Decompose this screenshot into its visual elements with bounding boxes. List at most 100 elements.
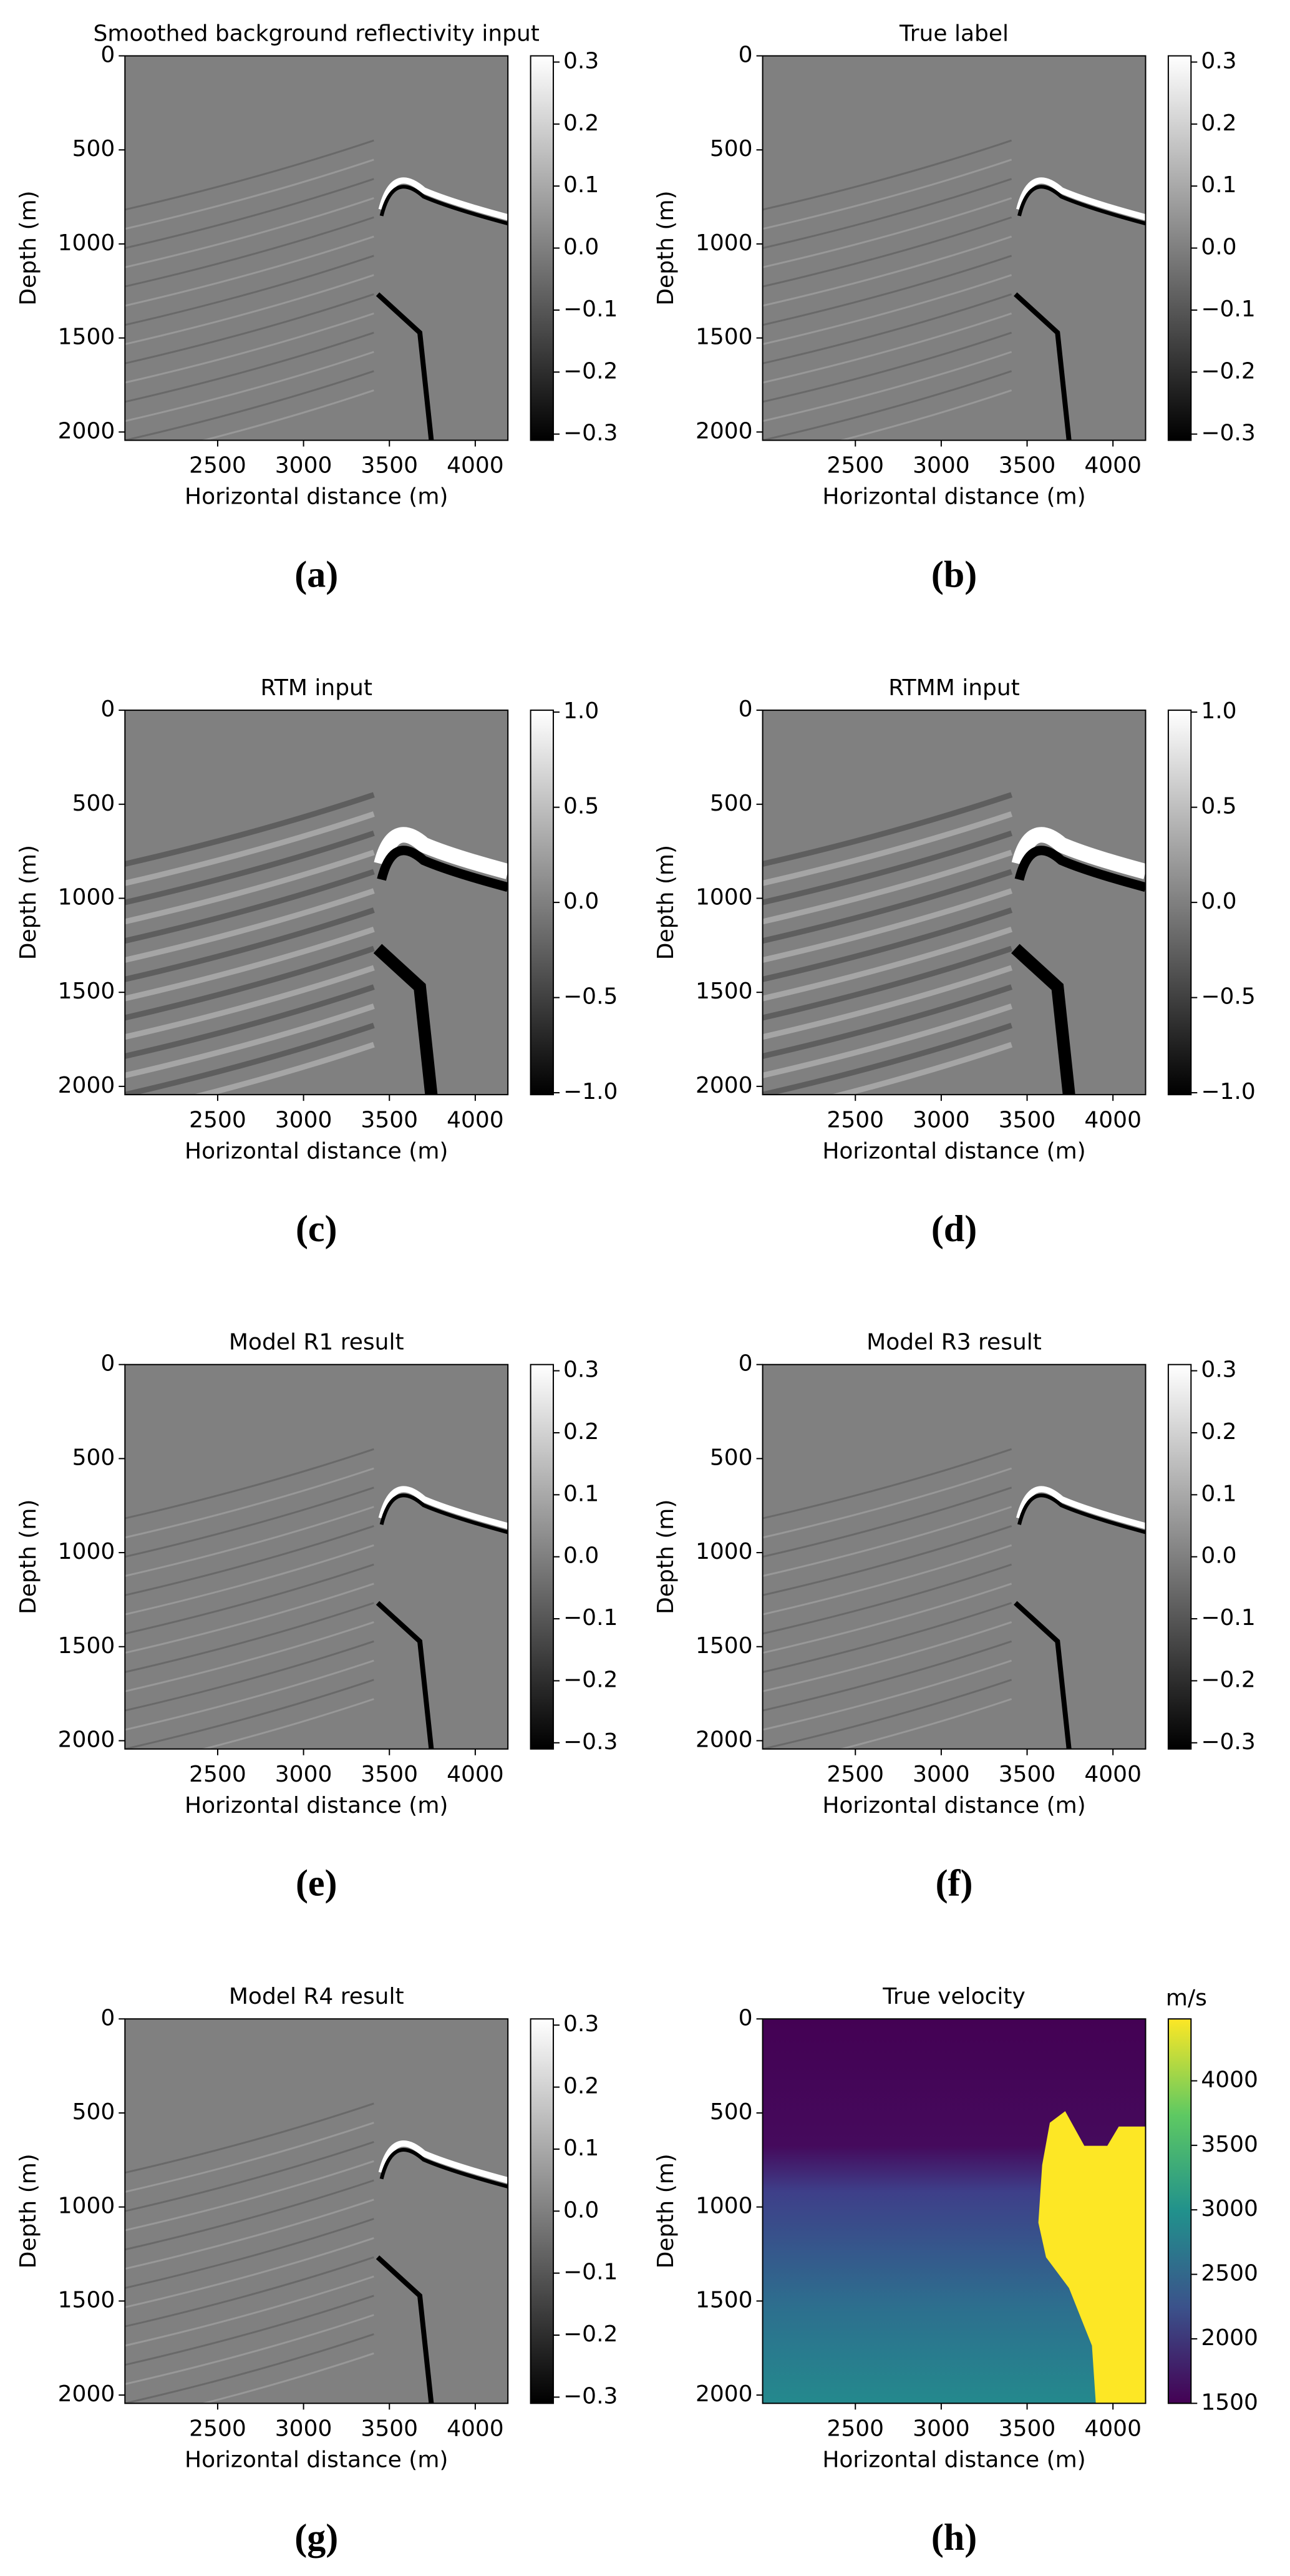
reflector: [762, 1583, 1012, 1654]
x-tick-label: 2500: [827, 1762, 884, 1787]
reflector: [762, 1003, 1013, 1078]
colorbar-tick-label: 0.1: [1201, 172, 1236, 198]
axes-frame: [124, 710, 509, 1096]
reflector: [762, 792, 1013, 867]
axes-frame: [762, 2018, 1147, 2404]
salt-top-black: [1017, 185, 1146, 226]
y-tick-label: 500: [710, 791, 753, 816]
reflector: [125, 1022, 375, 1095]
colorbar-tick-label: −0.1: [563, 2260, 618, 2285]
salt-top-black: [377, 846, 508, 892]
reflector: [125, 869, 375, 944]
reflector: [125, 216, 374, 288]
colorbar-tick-label: 0.0: [563, 1543, 599, 1569]
colorbar-tick-label: 0.5: [1201, 794, 1236, 819]
image: [125, 56, 508, 441]
panel: RTMM input 2500 3000 3500 4000 Horizontal dis…: [653, 675, 1256, 1249]
panel: Model R4 result 2500 3000 3500 4000 Horizonta…: [16, 1984, 618, 2558]
y-tick-label: 2000: [58, 418, 115, 444]
y-axis-label: Depth (m): [653, 1500, 679, 1614]
colorbar-tick-label: 0.0: [563, 235, 599, 260]
y-axis-label: Depth (m): [653, 2154, 679, 2268]
y-tick-label: 500: [710, 136, 753, 162]
reflector: [125, 1525, 374, 1596]
panel-title: RTMM input: [888, 675, 1020, 701]
reflector: [125, 926, 375, 1002]
reflector: [125, 792, 375, 867]
y-tick-label: 0: [100, 696, 115, 722]
colorbar-tick-label: 0.3: [563, 2011, 599, 2037]
colorbar-tick-label: −0.1: [563, 296, 618, 322]
colorbar-tick-label: 0.0: [563, 889, 599, 914]
y-tick-label: 1000: [696, 2193, 753, 2219]
x-tick-label: 4000: [1084, 1107, 1142, 1133]
salt-flank: [1014, 292, 1072, 441]
colorbar-tick-label: 0.1: [563, 172, 599, 198]
colorbar-tick-label: 2000: [1201, 2325, 1258, 2351]
caption: (g): [294, 2517, 338, 2558]
caption: (f): [936, 1863, 973, 1904]
salt-top-black: [379, 185, 508, 226]
reflector: [192, 1042, 375, 1095]
panel: Model R1 result 2500 3000 3500 4000 Horizonta…: [16, 1329, 618, 1903]
reflector: [125, 312, 374, 384]
caption: (b): [931, 554, 977, 595]
x-tick-label: 4000: [447, 1107, 504, 1133]
salt-flank: [1014, 1601, 1072, 1749]
colorbar-tick-label: −0.2: [563, 2321, 618, 2347]
colorbar-tick-label: 0.1: [1201, 1481, 1236, 1506]
panel: RTM input 2500 3000 3500 4000 Horizontal dist…: [16, 675, 618, 1249]
colorbar-tick-label: 4000: [1201, 2067, 1258, 2092]
image-background: [762, 1364, 1146, 1749]
reflector: [838, 389, 1012, 441]
colorbar-tick-label: −0.3: [563, 2383, 618, 2409]
reflector: [125, 907, 375, 982]
panel: True velocity 2500 3000 3500 4000 Horizontal …: [653, 1984, 1258, 2558]
reflector: [762, 830, 1013, 905]
x-tick-label: 3500: [999, 2416, 1056, 2441]
x-tick-label: 3000: [275, 2416, 332, 2441]
colorbar-tick-label: −0.5: [563, 984, 618, 1010]
colorbar-tick-label: 1500: [1201, 2389, 1258, 2415]
reflector: [125, 2218, 374, 2289]
salt-top-white: [1016, 177, 1146, 221]
y-tick-label: 500: [710, 2099, 753, 2125]
reflector: [125, 1448, 374, 1520]
y-tick-label: 1500: [696, 324, 753, 350]
reflector: [125, 2179, 374, 2251]
caption: (c): [296, 1208, 337, 1249]
reflector: [125, 2275, 374, 2347]
x-tick-label: 2500: [189, 1107, 246, 1133]
reflector: [200, 389, 374, 441]
reflector: [762, 1544, 1012, 1616]
y-tick-label: 1000: [58, 1539, 115, 1564]
x-axis-label: Horizontal distance (m): [822, 1793, 1085, 1818]
colorbar: [530, 2018, 555, 2404]
salt-flank: [376, 1601, 434, 1749]
reflector: [125, 1563, 374, 1635]
y-tick-label: 0: [739, 2005, 753, 2031]
reflector: [762, 1621, 1012, 1692]
salt-top-white: [1016, 1486, 1146, 1530]
reflector: [125, 888, 375, 963]
reflector: [762, 216, 1012, 288]
colorbar-tick-label: 0.0: [1201, 235, 1236, 260]
reflector: [762, 1022, 1013, 1095]
colorbar-tick-label: −0.2: [563, 358, 618, 384]
y-tick-label: 2000: [58, 2381, 115, 2407]
colorbar-tick-label: −0.3: [1201, 421, 1255, 446]
y-tick-label: 2000: [696, 2381, 753, 2407]
y-tick-label: 2000: [58, 1727, 115, 1752]
x-tick-label: 3000: [275, 453, 332, 479]
colorbar-tick-label: −0.2: [1201, 1667, 1255, 1692]
colorbar: [1167, 710, 1192, 1096]
reflector: [762, 1525, 1012, 1596]
colorbar-tick-label: −1.0: [1201, 1079, 1255, 1105]
panel-title: True velocity: [882, 1984, 1026, 2009]
reflector: [125, 1583, 374, 1654]
reflector: [125, 1640, 374, 1712]
caption: (e): [296, 1863, 337, 1904]
image: [762, 710, 1146, 1095]
reflector: [762, 1448, 1012, 1520]
